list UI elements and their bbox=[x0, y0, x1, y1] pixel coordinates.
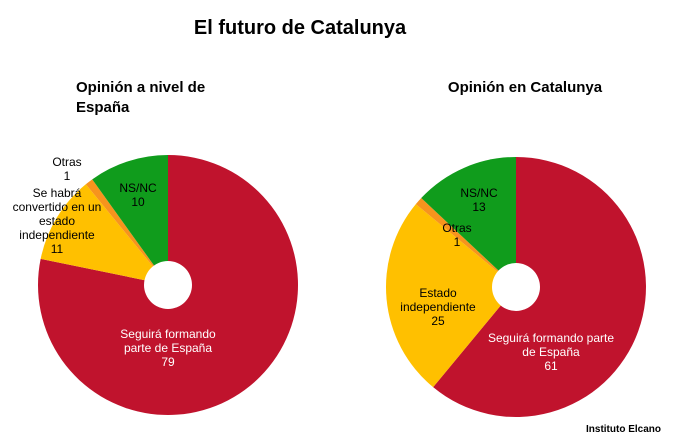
chart-title: El futuro de Catalunya bbox=[194, 17, 407, 39]
pie-center-hole bbox=[144, 261, 192, 309]
slice-label-se-habra: Se habrá convertido en un estado independie… bbox=[13, 186, 102, 256]
source-label: Instituto Elcano bbox=[586, 424, 661, 435]
pie-chart-catalunya: Opinión en Catalunya Seguirá formando par… bbox=[385, 79, 646, 417]
pie-slice-estado bbox=[385, 204, 516, 388]
pie-slice-se-habra bbox=[40, 184, 168, 285]
pie-slice-ns-nc bbox=[92, 155, 168, 285]
slice-label-otras: Otras 1 bbox=[442, 221, 471, 249]
pie-slice-otras bbox=[415, 198, 516, 287]
pie-chart-spain: Opinión a nivel de España Seguirá formando… bbox=[13, 79, 299, 415]
slice-label-otras: Otras 1 bbox=[52, 155, 81, 183]
slice-label-seguira-formando-parte: Seguirá formando parte de España 61 bbox=[488, 331, 614, 373]
slice-label-ns-nc: NS/NC 13 bbox=[460, 186, 498, 214]
pie-slice-ns-nc bbox=[421, 157, 516, 287]
pie-title: Opinión a nivel de España bbox=[76, 79, 205, 116]
slice-label-estado: Estado independiente 25 bbox=[400, 286, 476, 328]
pie-slice-otras bbox=[85, 179, 168, 285]
slice-label-ns-nc: NS/NC 10 bbox=[119, 181, 157, 209]
pie-title: Opinión en Catalunya bbox=[448, 79, 603, 96]
pie-center-hole bbox=[492, 263, 540, 311]
slice-label-seguira-formando: Seguirá formando parte de España 79 bbox=[120, 327, 216, 369]
